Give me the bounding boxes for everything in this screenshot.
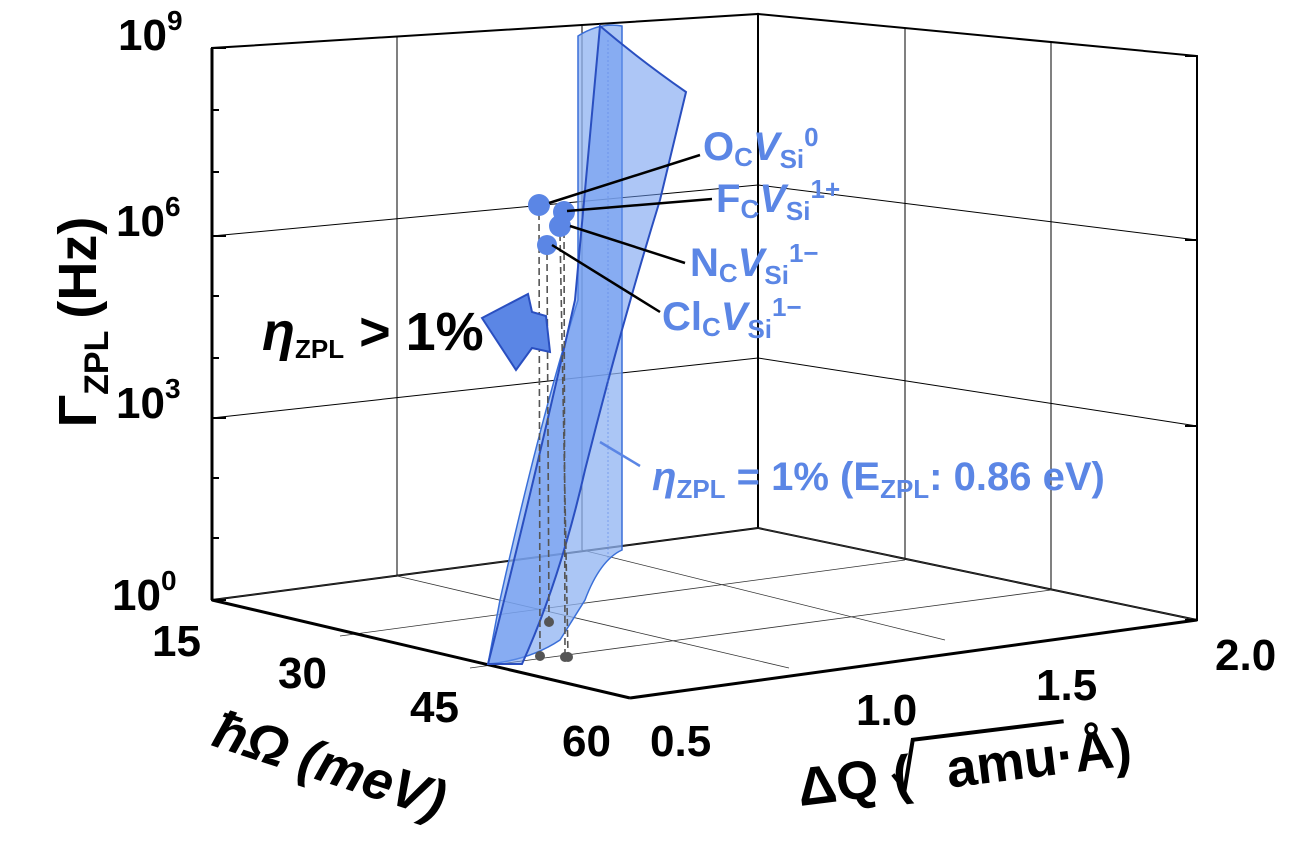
dq-tick-label: 0.5 [650,717,711,766]
z-tick-label: 106 [116,191,181,246]
dq-tick-labels: 0.5 1.0 1.5 2.0 [650,631,1276,766]
drop-line [546,252,550,623]
label-leaders [548,153,713,314]
z-tick-label: 109 [118,5,183,60]
floor-projection-point [535,651,545,661]
floor-projection-point [563,652,573,662]
data-point-clc [537,235,557,255]
point-labels: OCVSi0 FCVSi1+ NCVSi1− ClCVSi1− [662,122,840,344]
hw-tick-labels: 15 30 45 60 [152,617,611,766]
point-label-fc: FCVSi1+ [716,174,840,226]
hw-tick-label: 30 [278,649,327,698]
z-tick-labels: 109 106 103 100 [112,5,183,620]
drop-line [559,233,569,658]
back-wall-right [757,12,1198,622]
data-point-nc [549,215,571,237]
hw-tick-label: 45 [410,683,459,732]
surface-leader [599,440,641,468]
hw-tick-label: 15 [152,617,201,666]
z-tick-label: 100 [112,565,177,620]
dq-tick-label: 2.0 [1215,631,1276,680]
region-label: ηZPL > 1% [262,302,484,364]
point-label-clc: ClCVSi1− [662,292,802,344]
svg-text:ΓZPL(Hz): ΓZPL(Hz) [48,217,116,428]
point-label-nc: NCVSi1− [690,238,819,290]
drop-line [563,219,566,658]
region-arrow [480,292,552,372]
floor-projection-point [544,617,554,627]
dq-tick-label: 1.5 [1036,661,1097,710]
dq-tick-label: 1.0 [856,686,917,735]
dq-axis-label: ΔQ (amu·Å) [794,717,1135,817]
hw-tick-label: 60 [562,717,611,766]
front-axes [210,48,1198,700]
surface-label: ηZPL = 1% (EZPL: 0.86 eV) [652,455,1105,504]
drop-line [538,212,541,657]
data-point-oc [528,194,550,216]
point-label-oc: OCVSi0 [703,122,819,174]
grid-lines [211,13,1198,699]
z-tick-label: 103 [116,373,181,428]
defect-points [528,194,575,662]
surface-eta-1pct [486,23,688,665]
z-tick-marks [212,47,1197,621]
z-axis-label: ΓZPL(Hz) [48,217,116,428]
